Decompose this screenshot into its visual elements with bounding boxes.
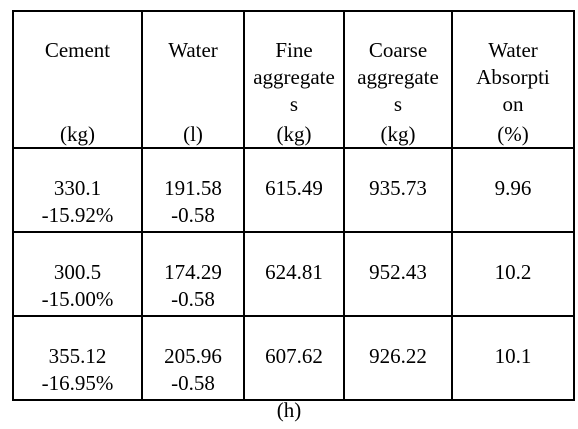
cell-water: 191.58 -0.58 (141, 147, 245, 233)
cement-change: -15.92% (41, 203, 114, 227)
cell-cement: 330.1 -15.92% (12, 147, 143, 233)
header-cement-name: Cement (44, 38, 111, 62)
coarse-aggregates-value: 935.73 (369, 176, 427, 200)
cement-value: 355.12 (48, 344, 107, 368)
water-change: -0.58 (171, 203, 215, 227)
water-value: 174.29 (164, 260, 222, 284)
water-change: -0.58 (171, 287, 215, 311)
cell-cement: 355.12 -16.95% (12, 315, 143, 401)
water-value: 205.96 (164, 344, 222, 368)
header-fine-aggregates: Fine aggregate s (kg) (243, 10, 345, 149)
table-row: 355.12 -16.95% 205.96 -0.58 607.62 926.2… (12, 315, 575, 401)
cement-change: -15.00% (41, 287, 114, 311)
cell-water-absorption: 10.1 (451, 315, 575, 401)
water-absorption-value: 10.2 (494, 260, 532, 284)
cement-change: -16.95% (41, 371, 114, 395)
coarse-aggregates-value: 952.43 (369, 260, 427, 284)
table-row: 300.5 -15.00% 174.29 -0.58 624.81 952.43… (12, 231, 575, 317)
cell-coarse-aggregates: 935.73 (343, 147, 453, 233)
cell-coarse-aggregates: 926.22 (343, 315, 453, 401)
header-cement: Cement (kg) (12, 10, 143, 149)
table-row: 330.1 -15.92% 191.58 -0.58 615.49 935.73… (12, 147, 575, 233)
fine-aggregates-value: 624.81 (265, 260, 323, 284)
header-water-name: Water (168, 38, 218, 62)
water-absorption-value: 10.1 (494, 344, 532, 368)
cell-fine-aggregates: 615.49 (243, 147, 345, 233)
header-water-absorption-name: Water Absorpti on (476, 38, 550, 116)
fine-aggregates-value: 615.49 (265, 176, 323, 200)
figure-caption: (h) (276, 398, 302, 422)
water-value: 191.58 (164, 176, 222, 200)
cell-fine-aggregates: 624.81 (243, 231, 345, 317)
header-water: Water (l) (141, 10, 245, 149)
water-absorption-value: 9.96 (494, 176, 532, 200)
header-water-unit: (l) (183, 122, 203, 146)
cement-value: 300.5 (53, 260, 102, 284)
header-water-absorption-unit: (%) (497, 122, 529, 146)
header-water-absorption: Water Absorpti on (%) (451, 10, 575, 149)
header-fine-aggregates-unit: (kg) (276, 122, 312, 146)
cement-value: 330.1 (53, 176, 102, 200)
header-coarse-aggregates-name: Coarse aggregate s (357, 38, 439, 116)
cell-water: 205.96 -0.58 (141, 315, 245, 401)
table-header-row: Cement (kg) Water (l) Fine aggregate s (… (12, 10, 575, 149)
header-cement-unit: (kg) (60, 122, 95, 146)
cell-cement: 300.5 -15.00% (12, 231, 143, 317)
cell-coarse-aggregates: 952.43 (343, 231, 453, 317)
header-fine-aggregates-name: Fine aggregate s (253, 38, 335, 116)
fine-aggregates-value: 607.62 (265, 344, 323, 368)
cell-water: 174.29 -0.58 (141, 231, 245, 317)
cell-fine-aggregates: 607.62 (243, 315, 345, 401)
cell-water-absorption: 9.96 (451, 147, 575, 233)
header-coarse-aggregates: Coarse aggregate s (kg) (343, 10, 453, 149)
cell-water-absorption: 10.2 (451, 231, 575, 317)
header-coarse-aggregates-unit: (kg) (380, 122, 416, 146)
mix-design-table: Cement (kg) Water (l) Fine aggregate s (… (12, 10, 575, 401)
water-change: -0.58 (171, 371, 215, 395)
coarse-aggregates-value: 926.22 (369, 344, 427, 368)
